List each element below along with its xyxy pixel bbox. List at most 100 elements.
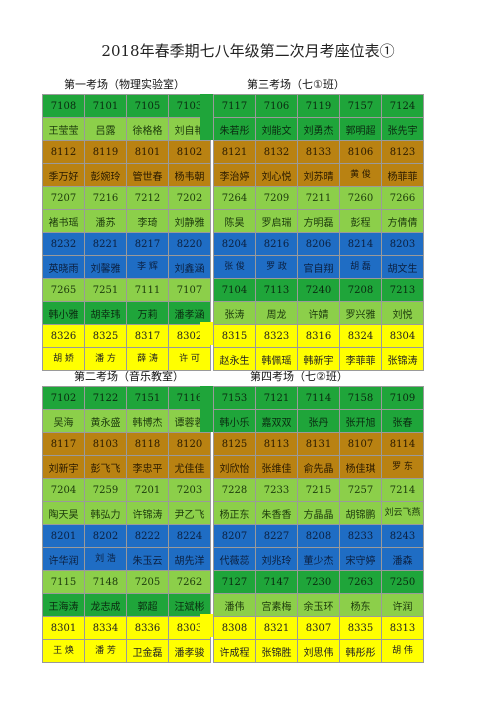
seat-exam-number: 7105 xyxy=(126,94,169,118)
seat-student-name: 代薇蕊 xyxy=(213,547,256,571)
seat-exam-number: 7250 xyxy=(381,570,424,594)
seat-exam-number: 7259 xyxy=(84,478,127,502)
seat-student-name: 官自翔 xyxy=(297,255,340,279)
seat-exam-number: 8113 xyxy=(255,432,298,456)
seat-exam-number: 8112 xyxy=(42,140,85,164)
seat-student-name: 杨韦朝 xyxy=(168,163,211,187)
seat-row: 7108 7101 7105 7103 xyxy=(42,94,211,118)
seat-student-name: 韩佩瑶 xyxy=(255,347,298,371)
seat-exam-number: 8335 xyxy=(339,616,382,640)
seat-student-name: 潘 芳 xyxy=(84,639,127,663)
seat-row: 刘新宇 彭飞飞 李忠平 尤佳佳 xyxy=(42,455,211,479)
seat-exam-number: 8204 xyxy=(213,232,256,256)
seat-exam-number: 8324 xyxy=(339,324,382,348)
seat-exam-number: 7157 xyxy=(339,94,382,118)
seat-exam-number: 8221 xyxy=(84,232,127,256)
seat-student-name: 韩小雅 xyxy=(42,301,85,325)
seat-student-name: 卫金磊 xyxy=(126,639,169,663)
seat-student-name: 王 焕 xyxy=(42,639,85,663)
seat-student-name: 褚书瑶 xyxy=(42,209,85,233)
seat-exam-number: 7211 xyxy=(297,186,340,210)
seat-student-name: 朱玉云 xyxy=(126,547,169,571)
seat-exam-number: 7207 xyxy=(42,186,85,210)
seat-student-name: 刘勇杰 xyxy=(297,117,340,141)
seat-row: 8301 8334 8336 8303 xyxy=(42,616,211,640)
seat-row: 7102 7122 7151 7116 xyxy=(42,386,211,410)
seat-student-name: 王莹莹 xyxy=(42,117,85,141)
seat-student-name: 嘉双双 xyxy=(255,409,298,433)
seat-student-name: 管世春 xyxy=(126,163,169,187)
seat-exam-number: 8227 xyxy=(255,524,298,548)
seat-student-name: 彭飞飞 xyxy=(84,455,127,479)
seat-student-name: 季万好 xyxy=(42,163,85,187)
seat-exam-number: 7113 xyxy=(255,278,298,302)
seat-student-name: 刘欣怡 xyxy=(213,455,256,479)
seat-student-name: 许婧 xyxy=(297,301,340,325)
seat-row: 许成程 张锦胜 刘思伟 韩彤彤胡 伟 xyxy=(213,639,424,663)
seat-student-name: 刘悦 xyxy=(381,301,424,325)
seat-student-name: 胡先洋 xyxy=(168,547,211,571)
seat-row: 8121 8132 8133 8106 8123 xyxy=(213,140,424,164)
seat-exam-number: 7127 xyxy=(213,570,256,594)
seat-student-name: 黄 俊 xyxy=(339,163,382,187)
seat-row: 8117 8103 8118 8120 xyxy=(42,432,211,456)
seat-exam-number: 7108 xyxy=(42,94,85,118)
seat-row: 英晓雨 刘馨雅李 辉刘鑫涵 xyxy=(42,255,211,279)
seat-exam-number: 7230 xyxy=(297,570,340,594)
seat-exam-number: 8224 xyxy=(168,524,211,548)
seat-student-name: 张先宇 xyxy=(381,117,424,141)
seat-exam-number: 8304 xyxy=(381,324,424,348)
seat-student-name: 胡 娇 xyxy=(42,347,85,371)
seat-student-name: 罗 东 xyxy=(381,455,424,479)
seat-exam-number: 8125 xyxy=(213,432,256,456)
seat-row: 7264 7209 7211 7260 7266 xyxy=(213,186,424,210)
seat-exam-number: 8207 xyxy=(213,524,256,548)
seat-exam-number: 8118 xyxy=(126,432,169,456)
seat-exam-number: 8317 xyxy=(126,324,169,348)
seat-student-name: 万莉 xyxy=(126,301,169,325)
seat-student-name: 李菲菲 xyxy=(339,347,382,371)
seat-exam-number: 7216 xyxy=(84,186,127,210)
seat-exam-number: 7148 xyxy=(84,570,127,594)
seat-row: 刘欣怡 张维佳 俞先晶 杨佳琪罗 东 xyxy=(213,455,424,479)
seat-exam-number: 8123 xyxy=(381,140,424,164)
seat-student-name: 许成程 xyxy=(213,639,256,663)
seat-row: 7117 7106 7119 7157 7124 xyxy=(213,94,424,118)
seat-row: 张 俊罗 政官自翔胡 磊胡文生 xyxy=(213,255,424,279)
seat-exam-number: 8214 xyxy=(339,232,382,256)
seat-row: 季万好 彭婉玲 管世春 杨韦朝 xyxy=(42,163,211,187)
seat-exam-number: 7215 xyxy=(297,478,340,502)
seat-exam-number: 7263 xyxy=(339,570,382,594)
seat-row: 7153 7121 7114 7158 7109 xyxy=(213,386,424,410)
seat-exam-number: 7262 xyxy=(168,570,211,594)
seat-student-name: 尤佳佳 xyxy=(168,455,211,479)
seat-student-name: 郭超 xyxy=(126,593,169,617)
seat-row: 潘伟 宫素梅 余玉环 杨东 许润 xyxy=(213,593,424,617)
seat-exam-number: 7158 xyxy=(339,386,382,410)
separator-strip xyxy=(200,614,213,637)
seat-student-name: 俞先晶 xyxy=(297,455,340,479)
seat-student-name: 刘云飞燕 xyxy=(381,501,424,525)
seat-student-name: 张锦胜 xyxy=(255,639,298,663)
seat-exam-number: 7101 xyxy=(84,94,127,118)
seat-student-name: 潘森 xyxy=(381,547,424,571)
seat-exam-number: 8117 xyxy=(42,432,85,456)
seat-exam-number: 7208 xyxy=(339,278,382,302)
seat-student-name: 余玉环 xyxy=(297,593,340,617)
seat-student-name: 胡锦鹏 xyxy=(339,501,382,525)
seat-exam-number: 7212 xyxy=(126,186,169,210)
seat-student-name: 韩新宇 xyxy=(297,347,340,371)
seat-student-name: 郭明超 xyxy=(339,117,382,141)
seat-student-name: 周龙 xyxy=(255,301,298,325)
separator-strip xyxy=(200,322,213,345)
seat-exam-number: 7260 xyxy=(339,186,382,210)
seat-exam-number: 7266 xyxy=(381,186,424,210)
seat-student-name: 胡 伟 xyxy=(381,639,424,663)
seat-row: 8112 8119 8101 8102 xyxy=(42,140,211,164)
seat-exam-number: 8315 xyxy=(213,324,256,348)
seat-exam-number: 8132 xyxy=(255,140,298,164)
seat-student-name: 韩小乐 xyxy=(213,409,256,433)
seat-exam-number: 8301 xyxy=(42,616,85,640)
seat-student-name: 张丹 xyxy=(297,409,340,433)
seat-student-name: 胡 磊 xyxy=(339,255,382,279)
